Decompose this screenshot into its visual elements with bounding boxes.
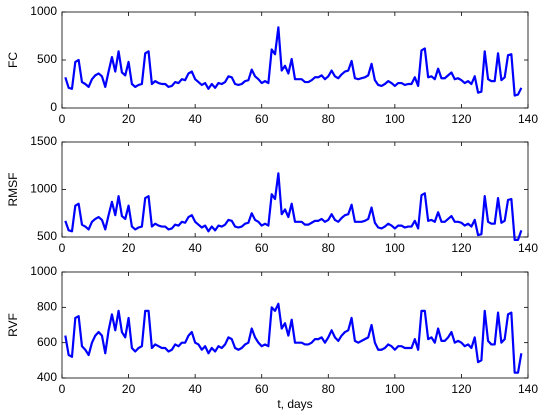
- x-tick-label: 100: [385, 241, 405, 255]
- x-tick-label: 120: [451, 241, 471, 255]
- x-tick-label: 0: [59, 382, 66, 396]
- x-tick-label: 80: [322, 241, 336, 255]
- x-tick-label: 140: [518, 382, 538, 396]
- x-tick-label: 60: [255, 241, 269, 255]
- data-line: [64, 26, 523, 97]
- plot-frame: [61, 271, 529, 379]
- x-tick-label: 20: [122, 241, 136, 255]
- x-tick-label: 100: [385, 382, 405, 396]
- x-tick-label: 0: [59, 112, 66, 126]
- x-tick-label: 20: [122, 382, 136, 396]
- y-tick-label: 500: [37, 52, 57, 66]
- y-tick-label: 800: [37, 300, 57, 314]
- x-tick-label: 120: [451, 382, 471, 396]
- x-tick-label: 60: [255, 112, 269, 126]
- x-tick-label: 60: [255, 382, 269, 396]
- y-axis-label: RVF: [6, 313, 20, 337]
- x-tick-label: 120: [451, 112, 471, 126]
- y-tick-label: 1000: [30, 182, 57, 196]
- y-tick-label: 1000: [30, 4, 57, 18]
- x-tick-label: 40: [188, 382, 202, 396]
- y-tick-label: 500: [37, 229, 57, 243]
- x-axis-label: t, days: [277, 397, 312, 411]
- y-axis-label: RMSF: [6, 173, 20, 207]
- y-tick-label: 1500: [30, 134, 57, 148]
- x-tick-label: 80: [322, 112, 336, 126]
- x-tick-label: 100: [385, 112, 405, 126]
- data-line: [64, 302, 523, 374]
- x-tick-label: 0: [59, 241, 66, 255]
- x-tick-label: 20: [122, 112, 136, 126]
- data-line: [64, 172, 523, 241]
- x-tick-label: 80: [322, 382, 336, 396]
- y-axis-label: FC: [6, 52, 20, 68]
- y-tick-label: 600: [37, 335, 57, 349]
- x-tick-label: 140: [518, 112, 538, 126]
- x-tick-label: 140: [518, 241, 538, 255]
- y-tick-label: 0: [50, 100, 57, 114]
- y-tick-label: 1000: [30, 264, 57, 278]
- x-tick-label: 40: [188, 241, 202, 255]
- y-tick-label: 400: [37, 370, 57, 384]
- plot-frame: [61, 11, 529, 109]
- x-tick-label: 40: [188, 112, 202, 126]
